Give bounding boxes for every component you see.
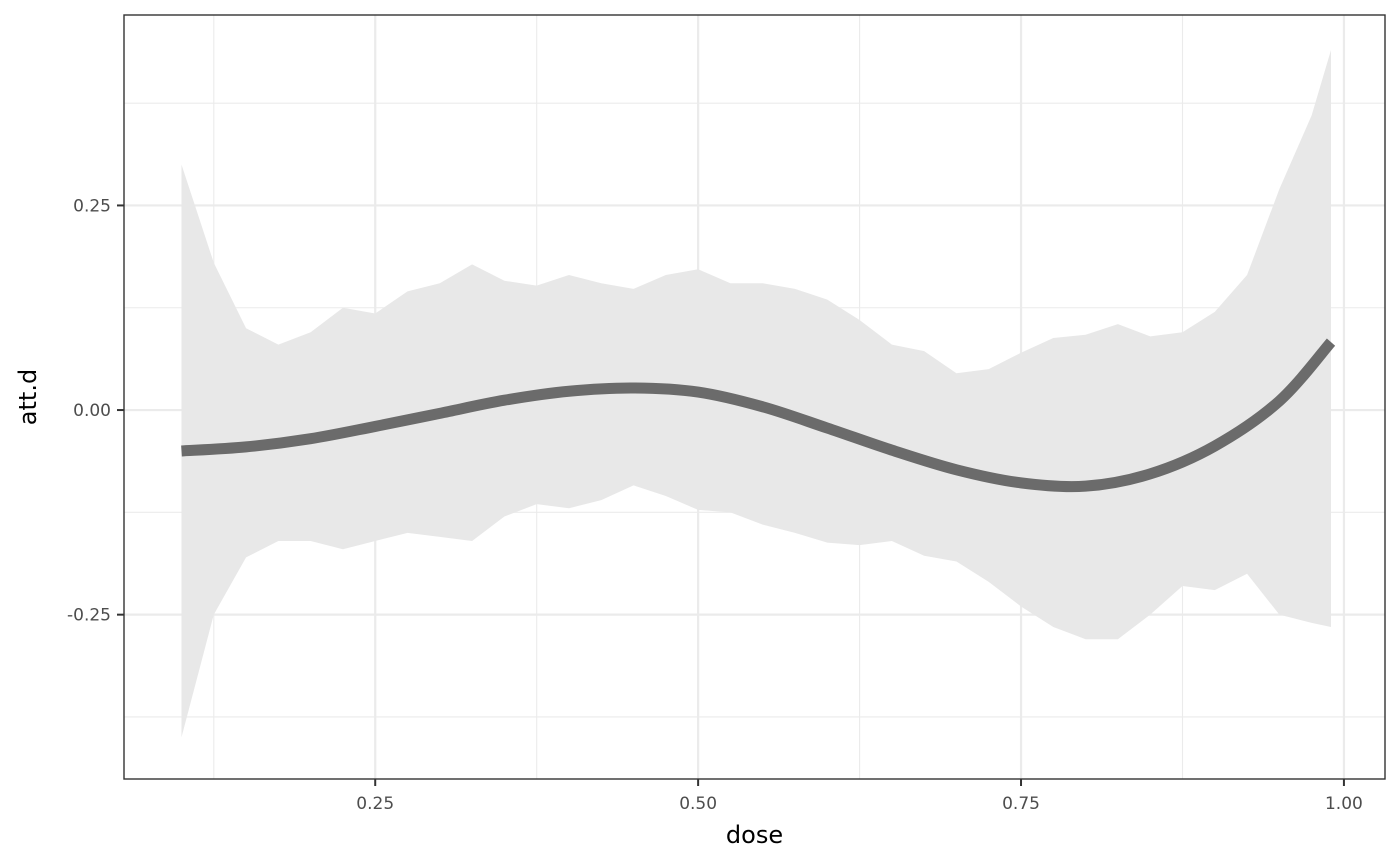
panel-border <box>123 14 1386 780</box>
confidence-band <box>181 49 1332 738</box>
x-axis: 0.25 0.50 0.75 1.00 <box>356 779 1363 814</box>
y-tick-label: 0.00 <box>73 401 111 421</box>
plot-panel <box>123 14 1386 780</box>
y-axis-title: att.d <box>14 369 42 425</box>
x-tick-label: 0.50 <box>679 794 717 814</box>
x-axis-title: dose <box>726 821 783 849</box>
att-curve-line <box>181 338 1336 493</box>
x-tick-label: 1.00 <box>1325 794 1363 814</box>
y-tick-label: 0.25 <box>73 196 111 216</box>
x-tick-label: 0.75 <box>1002 794 1040 814</box>
x-tick-label: 0.25 <box>356 794 394 814</box>
y-axis: -0.25 0.00 0.25 <box>67 196 124 626</box>
y-tick-label: -0.25 <box>67 606 111 626</box>
